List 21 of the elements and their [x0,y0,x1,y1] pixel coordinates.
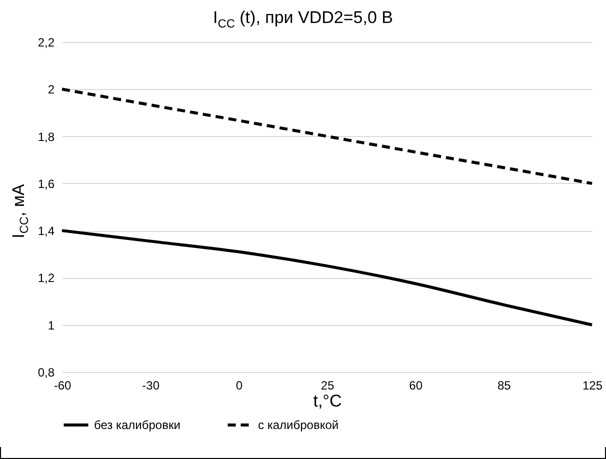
legend-label: без калибровки [94,418,180,432]
y-tick-label: 1,2 [38,271,55,286]
y-tick-label: 1,6 [38,176,55,191]
x-tick-label: 125 [582,378,603,392]
x-tick-label: 25 [320,378,334,392]
legend-label: с калибровкой [258,418,339,432]
chart-title: I$_{CC}$ (t), при VDD2=5,0 В [212,8,394,30]
line-series [60,229,594,326]
y-tick-label: 2 [48,82,55,97]
y-tick-label: 1,4 [38,224,55,238]
x-tick-label: 0 [236,378,243,392]
x-tick-label: 60 [409,378,423,392]
x-tick-label: -30 [142,378,160,392]
y-tick-label: 0,8 [38,366,55,380]
x-tick-label: 85 [497,378,512,392]
x-tick-label: -60 [54,378,72,392]
x-axis-title: t,°C [313,392,342,410]
y-tick-label: 1 [48,318,55,332]
line-series [60,88,594,185]
y-tick-label: 2,2 [38,36,55,50]
y-tick-label: 1,8 [38,130,55,144]
